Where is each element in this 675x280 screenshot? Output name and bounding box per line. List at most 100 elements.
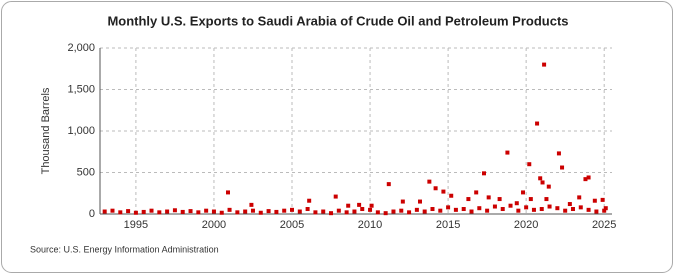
point [305, 207, 310, 212]
point [453, 207, 458, 212]
point [346, 203, 351, 208]
point [433, 186, 438, 191]
point [391, 209, 396, 214]
y-axis-label: Thousand Barrels [40, 87, 52, 174]
point [290, 207, 294, 212]
point [560, 165, 565, 170]
point [527, 162, 532, 167]
point [133, 210, 138, 215]
point [357, 202, 362, 207]
y-tick-label: 1,000 [67, 125, 95, 137]
point [482, 171, 486, 176]
point [546, 184, 551, 189]
point [226, 190, 230, 195]
point [547, 204, 552, 209]
point [577, 195, 582, 200]
point [477, 206, 482, 211]
point [544, 197, 549, 202]
point [258, 210, 263, 215]
point [563, 208, 568, 213]
point [505, 150, 510, 155]
y-tick-label: 0 [89, 208, 95, 220]
point [352, 209, 357, 214]
point [375, 210, 380, 215]
point [497, 197, 502, 202]
point [441, 189, 446, 194]
point [474, 190, 479, 195]
point [407, 210, 412, 215]
point [282, 208, 287, 213]
y-tick-label: 500 [77, 166, 95, 178]
point [165, 209, 170, 214]
frame [1, 1, 673, 273]
x-tick-label: 2015 [436, 219, 460, 231]
point [211, 209, 216, 214]
y-tick-label: 2,000 [67, 42, 95, 54]
point [583, 177, 588, 182]
point [538, 176, 543, 181]
point [274, 209, 279, 214]
point [427, 179, 432, 184]
x-tick-label: 2020 [514, 219, 538, 231]
x-tick-label: 1995 [124, 219, 148, 231]
point [414, 207, 419, 212]
point [485, 208, 490, 213]
x-tick-label: 2005 [280, 219, 304, 231]
point [297, 209, 302, 214]
point [307, 198, 312, 203]
point [400, 199, 405, 204]
point [461, 207, 466, 212]
y-tick-label: 1,500 [67, 83, 95, 95]
point [418, 199, 422, 204]
point [360, 207, 365, 212]
point [542, 62, 547, 67]
x-tick-label: 2025 [592, 219, 616, 231]
point [528, 197, 533, 202]
point [521, 190, 526, 195]
point [180, 209, 185, 214]
point [508, 203, 513, 208]
point [514, 201, 519, 206]
point [539, 207, 544, 212]
point [336, 208, 341, 213]
x-tick-label: 2010 [358, 219, 382, 231]
point [102, 209, 107, 214]
point [438, 208, 443, 213]
x-tick-label: 2000 [202, 219, 226, 231]
point [118, 210, 123, 215]
point [469, 209, 474, 214]
point [369, 203, 374, 208]
point [531, 207, 536, 212]
chart-title: Monthly U.S. Exports to Saudi Arabia of … [107, 13, 568, 28]
point [592, 198, 597, 203]
point [386, 182, 391, 187]
point [500, 207, 505, 212]
point [368, 207, 373, 212]
source: Source: U.S. Energy Information Administ… [30, 244, 219, 254]
point [321, 209, 326, 214]
point [204, 208, 209, 213]
point [383, 211, 388, 216]
point [516, 208, 521, 213]
point [578, 205, 583, 210]
point [110, 208, 115, 213]
point [570, 207, 575, 212]
point [524, 205, 529, 210]
point [449, 193, 454, 198]
point [227, 207, 232, 212]
point [333, 194, 338, 199]
point [603, 206, 608, 211]
point [172, 208, 177, 213]
point [535, 121, 540, 126]
point [540, 180, 545, 185]
point [157, 210, 162, 215]
point [188, 209, 193, 214]
point [555, 206, 560, 211]
point [126, 209, 131, 214]
point [486, 195, 491, 200]
point [219, 210, 224, 215]
point [250, 208, 255, 213]
point [586, 207, 591, 212]
point [235, 210, 240, 215]
